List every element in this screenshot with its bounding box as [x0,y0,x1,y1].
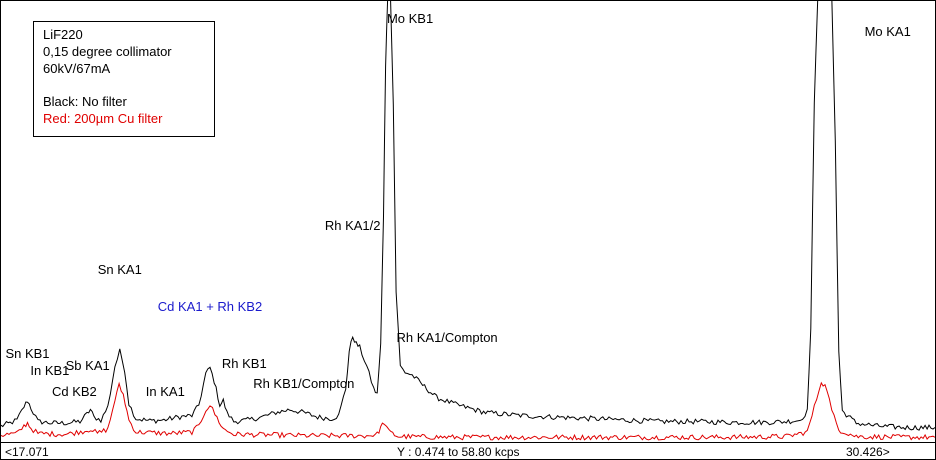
peak-label-in-kb1: In KB1 [30,363,69,378]
legend-no-filter: Black: No filter [43,94,127,109]
collimator-text: 0,15 degree collimator [43,44,172,59]
series-cu-filter-line [1,381,935,441]
peak-label-cd-kb2: Cd KB2 [52,384,97,399]
x-max-label: 30.426> [846,445,890,459]
peak-label-rh-kb1: Rh KB1 [222,356,267,371]
x-axis-bar: <17.071 Y : 0.474 to 58.80 kcps 30.426> [1,442,935,460]
peak-label-rh-ka1-compton: Rh KA1/Compton [397,330,498,345]
peak-label-mo-kb1: Mo KB1 [387,11,433,26]
peak-label-in-ka1: In KA1 [146,384,185,399]
peak-label-sn-kb1: Sn KB1 [5,346,49,361]
x-min-label: <17.071 [5,445,49,459]
peak-label-mo-ka1: Mo KA1 [865,24,911,39]
legend-cu-filter: Red: 200µm Cu filter [43,111,163,126]
series-no-filter-line [1,1,935,431]
peak-label-sn-ka1: Sn KA1 [98,262,142,277]
peak-label-rh-kb1-compton: Rh KB1/Compton [253,376,354,391]
peak-label-cd-ka1-rh-kb2: Cd KA1 + Rh KB2 [158,299,262,314]
y-range-label: Y : 0.474 to 58.80 kcps [397,445,520,459]
peak-label-sb-ka1: Sb KA1 [66,358,110,373]
power-text: 60kV/67mA [43,61,111,76]
measurement-info-box: LiF220 0,15 degree collimator 60kV/67mA … [33,21,215,137]
peak-label-rh-ka1-2: Rh KA1/2 [325,218,381,233]
crystal-text: LiF220 [43,27,83,42]
